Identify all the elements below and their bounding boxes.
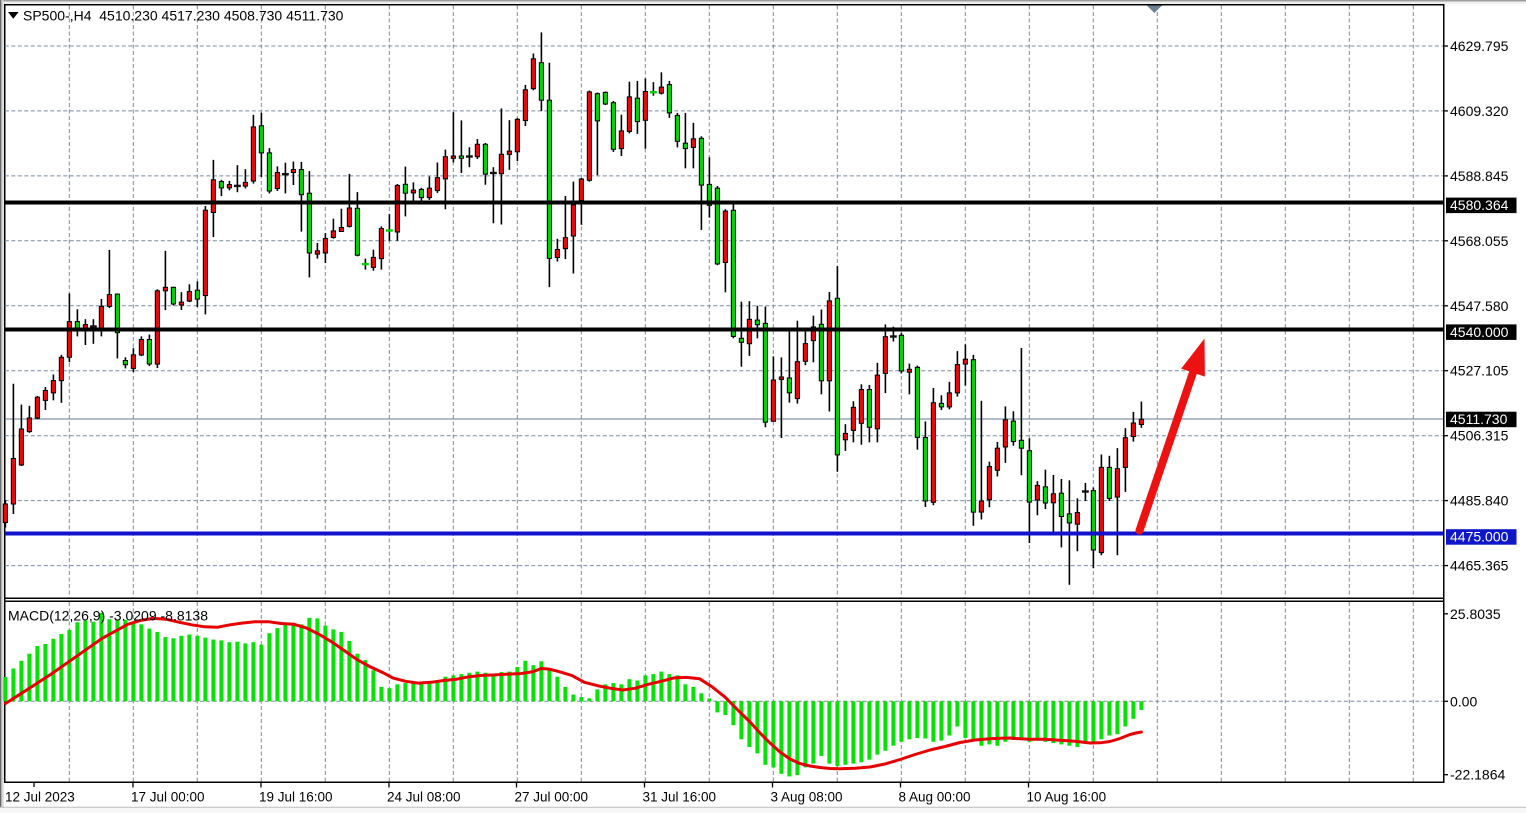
svg-text:0.00: 0.00 [1450, 693, 1477, 709]
svg-text:4580.364: 4580.364 [1450, 197, 1509, 213]
svg-text:12 Jul 2023: 12 Jul 2023 [5, 789, 75, 804]
svg-text:4506.315: 4506.315 [1450, 428, 1509, 444]
svg-text:-22.1864: -22.1864 [1450, 767, 1505, 783]
svg-text:24 Jul 08:00: 24 Jul 08:00 [387, 789, 461, 804]
svg-text:4475.000: 4475.000 [1450, 529, 1509, 545]
svg-text:4588.845: 4588.845 [1450, 168, 1509, 184]
svg-text:27 Jul 00:00: 27 Jul 00:00 [515, 789, 589, 804]
svg-text:4465.365: 4465.365 [1450, 558, 1509, 574]
svg-text:4511.730: 4511.730 [1450, 411, 1508, 427]
svg-text:10 Aug 16:00: 10 Aug 16:00 [1027, 789, 1107, 804]
svg-text:4609.320: 4609.320 [1450, 103, 1509, 119]
svg-text:25.8035: 25.8035 [1450, 606, 1501, 622]
svg-text:3 Aug 08:00: 3 Aug 08:00 [771, 789, 843, 804]
svg-text:SP500-,H4 4510.230 4517.230 4: SP500-,H4 4510.230 4517.230 4508.730 451… [23, 7, 344, 23]
svg-text:4629.795: 4629.795 [1450, 38, 1509, 54]
svg-text:4527.105: 4527.105 [1450, 363, 1509, 379]
svg-text:31 Jul 16:00: 31 Jul 16:00 [643, 789, 717, 804]
svg-text:19 Jul 16:00: 19 Jul 16:00 [259, 789, 333, 804]
svg-text:MACD(12,26,9) -3.0209 -8.8138: MACD(12,26,9) -3.0209 -8.8138 [8, 608, 208, 624]
svg-text:8 Aug 00:00: 8 Aug 00:00 [899, 789, 971, 804]
svg-text:4485.840: 4485.840 [1450, 493, 1509, 509]
svg-text:17 Jul 00:00: 17 Jul 00:00 [131, 789, 205, 804]
svg-text:4540.000: 4540.000 [1450, 324, 1509, 340]
svg-text:4568.055: 4568.055 [1450, 233, 1509, 249]
svg-text:4547.580: 4547.580 [1450, 298, 1509, 314]
